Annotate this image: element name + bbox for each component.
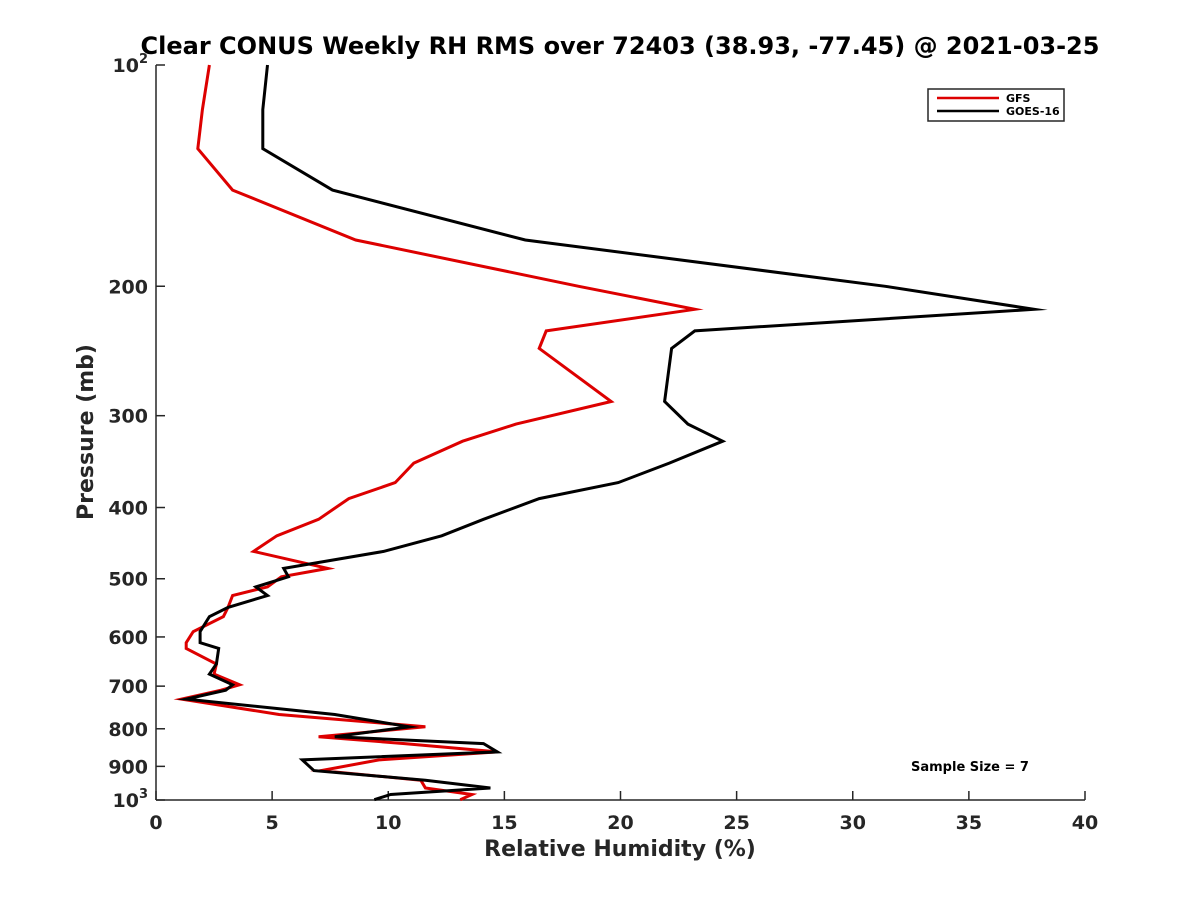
x-ticks: 0 5 10 15 20 25 30 35 40 bbox=[149, 791, 1098, 834]
x-tick-label: 40 bbox=[1072, 812, 1098, 834]
series-line-gfs bbox=[173, 64, 704, 802]
y-tick-label: 300 bbox=[108, 406, 148, 428]
x-tick-label: 25 bbox=[723, 812, 749, 834]
legend-box bbox=[927, 88, 1065, 122]
x-axis-label: Relative Humidity (%) bbox=[484, 837, 756, 862]
y-tick-label: 102 bbox=[113, 52, 149, 77]
chart-title: Clear CONUS Weekly RH RMS over 72403 (38… bbox=[141, 32, 1100, 60]
x-tick-label: 10 bbox=[375, 812, 401, 834]
x-tick-label: 30 bbox=[840, 812, 866, 834]
x-tick-label: 20 bbox=[607, 812, 633, 834]
y-tick-label: 500 bbox=[108, 569, 148, 591]
x-tick-label: 5 bbox=[266, 812, 279, 834]
y-tick-label: 103 bbox=[113, 787, 149, 812]
series-layer bbox=[173, 64, 1048, 802]
y-ticks: 102 200 300 400 500 600 700 800 900 103 bbox=[108, 52, 165, 812]
legend-label-goes-16: GOES-16 bbox=[1006, 105, 1060, 118]
x-tick-label: 15 bbox=[491, 812, 517, 834]
x-tick-label: 35 bbox=[956, 812, 982, 834]
y-tick-label: 600 bbox=[108, 627, 148, 649]
y-tick-label: 800 bbox=[108, 719, 148, 741]
series-line-goes-16 bbox=[176, 64, 1048, 802]
y-tick-label: 700 bbox=[108, 676, 148, 698]
y-tick-label: 200 bbox=[108, 276, 148, 298]
x-tick-label: 0 bbox=[149, 812, 162, 834]
legend: GFS GOES-16 bbox=[927, 88, 1065, 122]
legend-label-gfs: GFS bbox=[1006, 92, 1031, 105]
y-axis-label: Pressure (mb) bbox=[74, 344, 99, 520]
y-tick-label: 400 bbox=[108, 498, 148, 520]
sample-size-annotation: Sample Size = 7 bbox=[911, 760, 1029, 775]
y-tick-label: 900 bbox=[108, 756, 148, 778]
